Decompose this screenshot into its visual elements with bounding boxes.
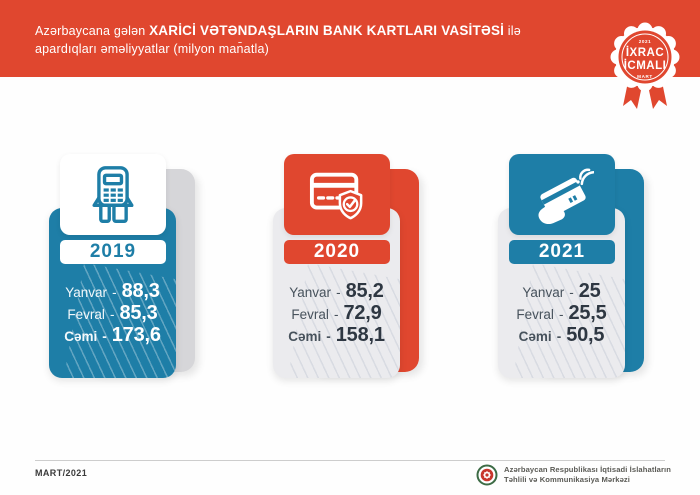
value-row: Cəmi - 158,1 xyxy=(273,324,400,346)
title-bold: XARİCİ VƏTƏNDAŞLARIN BANK KARTLARI VASİT… xyxy=(149,23,505,38)
footer-organization: Azərbaycan Respublikası İqtisadi İslahat… xyxy=(476,464,671,486)
value-row: Fevral - 72,9 xyxy=(273,302,400,324)
total-value: 173,6 xyxy=(111,324,161,346)
organization-name: Azərbaycan Respublikası İqtisadi İslahat… xyxy=(504,465,671,485)
value-row: Cəmi - 173,6 xyxy=(49,324,176,346)
card-values: Yanvar - 85,2 Fevral - 72,9 Cəmi - 158,1 xyxy=(273,280,400,346)
card-body xyxy=(498,208,625,378)
year-card-2021: 2021 Yanvar - 25 Fevral - 25,5 Cəmi - 50… xyxy=(487,140,659,390)
badge-month: MART xyxy=(637,74,653,79)
value-row: Fevral - 25,5 xyxy=(498,302,625,324)
separator: - xyxy=(333,307,339,322)
separator: - xyxy=(109,307,115,322)
year-label: 2019 xyxy=(60,240,166,264)
card-shield-check-icon xyxy=(309,172,363,219)
card-icon-tab xyxy=(60,154,166,235)
month-value: 25 xyxy=(578,280,601,302)
card-body xyxy=(49,208,176,378)
month-label: Yanvar xyxy=(65,285,108,300)
organization-line-2: Təhlili və Kommunikasiya Mərkəzi xyxy=(504,475,631,484)
card-values: Yanvar - 25 Fevral - 25,5 Cəmi - 50,5 xyxy=(498,280,625,346)
value-row: Cəmi - 50,5 xyxy=(498,324,625,346)
header-band xyxy=(0,0,700,77)
month-value: 88,3 xyxy=(121,280,160,302)
card-icon-tab xyxy=(284,154,390,235)
month-value: 72,9 xyxy=(343,302,382,324)
total-label: Cəmi xyxy=(288,329,322,344)
month-label: Fevral xyxy=(516,307,554,322)
year-card-2020: 2020 Yanvar - 85,2 Fevral - 72,9 Cəmi - … xyxy=(262,140,434,390)
total-value: 158,1 xyxy=(335,324,385,346)
value-row: Yanvar - 88,3 xyxy=(49,280,176,302)
separator: - xyxy=(558,307,564,322)
card-body xyxy=(273,208,400,378)
badge-year: 2021 xyxy=(639,39,652,44)
month-label: Fevral xyxy=(291,307,329,322)
year-label: 2020 xyxy=(284,240,390,264)
organization-line-1: Azərbaycan Respublikası İqtisadi İslahat… xyxy=(504,465,671,474)
card-icon-tab xyxy=(509,154,615,235)
month-label: Fevral xyxy=(67,307,105,322)
value-row: Yanvar - 25 xyxy=(498,280,625,302)
separator: - xyxy=(556,329,562,344)
separator: - xyxy=(102,329,107,344)
title-normal: Azərbaycana gələn xyxy=(35,24,150,38)
total-value: 50,5 xyxy=(566,324,605,346)
page-title: Azərbaycana gələn XARİCİ VƏTƏNDAŞLARIN B… xyxy=(35,22,535,58)
separator: - xyxy=(112,285,117,300)
month-value: 85,3 xyxy=(119,302,158,324)
separator: - xyxy=(336,285,341,300)
value-row: Fevral - 85,3 xyxy=(49,302,176,324)
pos-terminal-icon xyxy=(92,165,134,223)
badge-title-2: İCMALI xyxy=(624,59,667,72)
title-line2: apardıqları əməliyyatlar (milyon man̄atl… xyxy=(35,41,269,56)
total-label: Cəmi xyxy=(518,329,552,344)
badge-title-1: İXRAC xyxy=(626,46,664,59)
title-tail: ilə xyxy=(504,24,521,38)
ixrac-icmali-badge-icon: 2021 İXRAC İCMALI MART xyxy=(610,22,680,109)
month-label: Yanvar xyxy=(289,285,332,300)
separator: - xyxy=(326,329,331,344)
month-label: Yanvar xyxy=(522,285,565,300)
month-value: 85,2 xyxy=(345,280,384,302)
contactless-payment-icon xyxy=(538,168,594,224)
year-label: 2021 xyxy=(509,240,615,264)
month-value: 25,5 xyxy=(568,302,607,324)
state-emblem-icon xyxy=(476,464,498,486)
footer-divider xyxy=(35,460,665,461)
card-values: Yanvar - 88,3 Fevral - 85,3 Cəmi - 173,6 xyxy=(49,280,176,346)
separator: - xyxy=(569,285,574,300)
badge-ring xyxy=(621,33,669,81)
footer-date: MART/2021 xyxy=(35,468,88,478)
badge-face xyxy=(618,30,672,84)
year-card-2019: 2019 Yanvar - 88,3 Fevral - 85,3 Cəmi - … xyxy=(38,140,210,390)
total-label: Cəmi xyxy=(64,329,98,344)
value-row: Yanvar - 85,2 xyxy=(273,280,400,302)
